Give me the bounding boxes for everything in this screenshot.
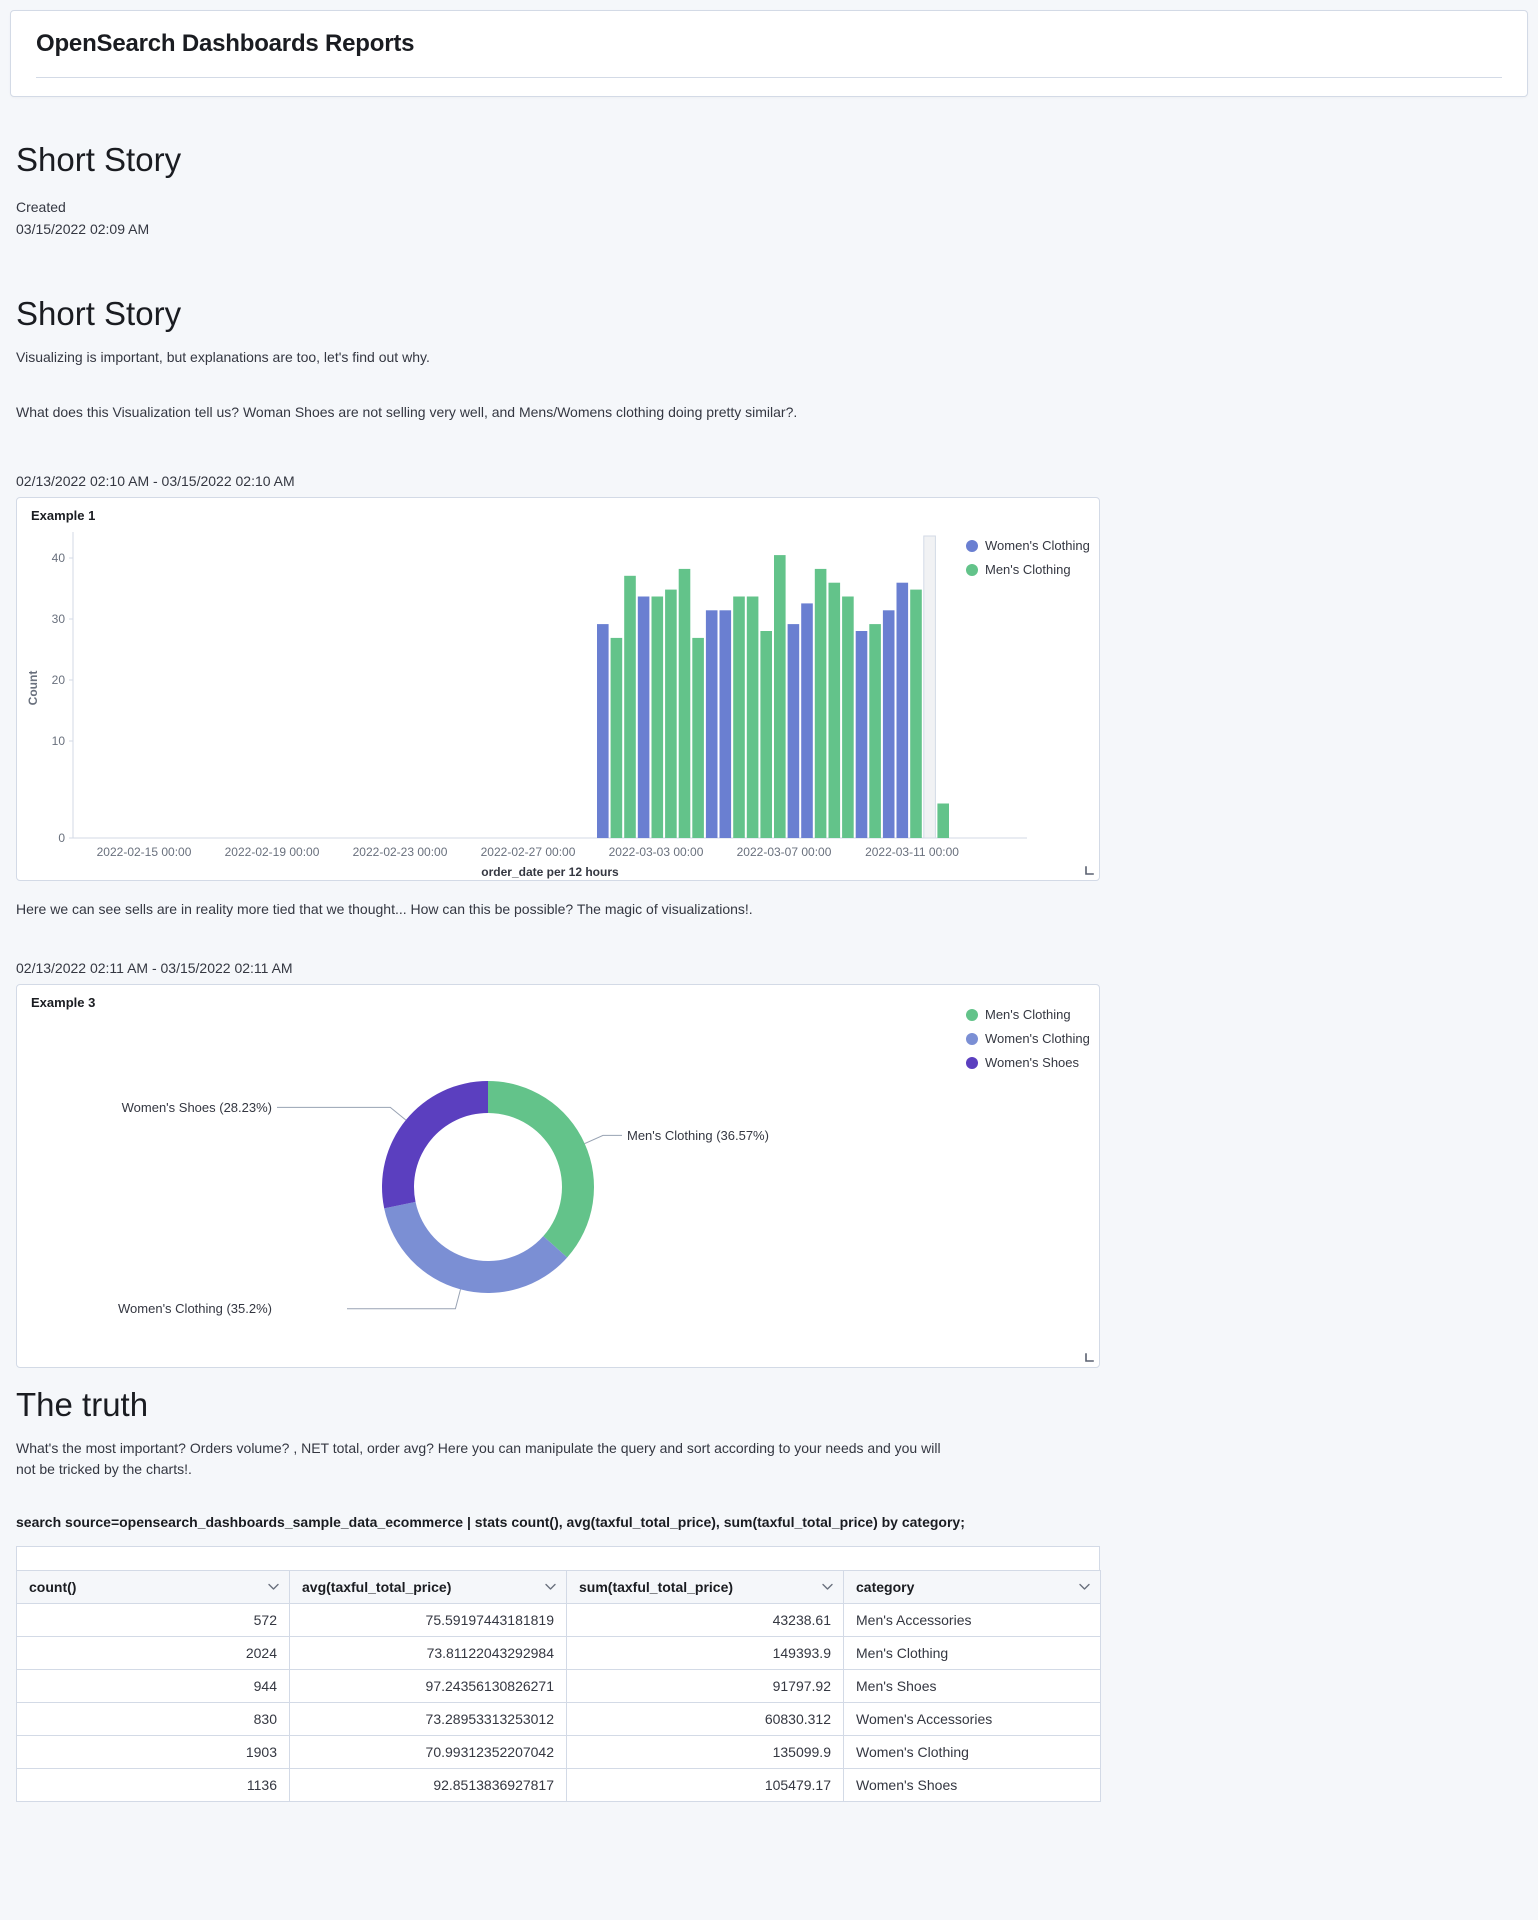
svg-text:30: 30	[52, 612, 66, 626]
svg-text:2022-02-15 00:00: 2022-02-15 00:00	[97, 845, 192, 859]
svg-text:Women's Clothing: Women's Clothing	[985, 538, 1090, 553]
svg-text:2022-03-07 00:00: 2022-03-07 00:00	[737, 845, 832, 859]
svg-text:Women's Clothing (35.2%): Women's Clothing (35.2%)	[118, 1301, 272, 1316]
svg-text:Men's Clothing: Men's Clothing	[985, 1007, 1071, 1022]
svg-text:Women's Shoes: Women's Shoes	[985, 1055, 1080, 1070]
svg-text:10: 10	[52, 734, 66, 748]
svg-text:Count: Count	[26, 671, 40, 706]
svg-text:2022-02-27 00:00: 2022-02-27 00:00	[481, 845, 576, 859]
svg-text:2022-03-11 00:00: 2022-03-11 00:00	[865, 845, 959, 859]
svg-text:40: 40	[52, 551, 66, 565]
svg-text:20: 20	[52, 673, 66, 687]
svg-text:2022-03-03 00:00: 2022-03-03 00:00	[609, 845, 704, 859]
svg-text:Women's Shoes (28.23%): Women's Shoes (28.23%)	[122, 1100, 272, 1115]
svg-text:Men's Clothing (36.57%): Men's Clothing (36.57%)	[627, 1128, 769, 1143]
svg-text:2022-02-23 00:00: 2022-02-23 00:00	[353, 845, 448, 859]
svg-text:0: 0	[58, 831, 65, 845]
svg-text:Men's Clothing: Men's Clothing	[985, 562, 1071, 577]
svg-text:Women's Clothing: Women's Clothing	[985, 1031, 1090, 1046]
svg-text:2022-02-19 00:00: 2022-02-19 00:00	[225, 845, 320, 859]
svg-text:order_date per 12 hours: order_date per 12 hours	[481, 865, 619, 879]
